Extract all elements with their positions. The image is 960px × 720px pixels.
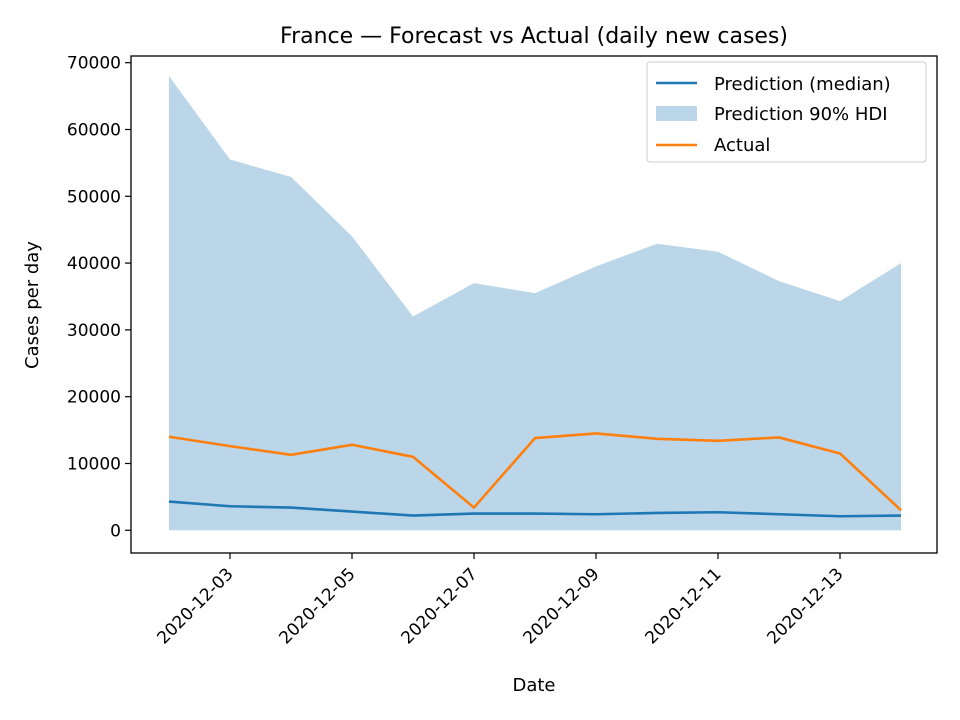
series-2 (168, 432, 902, 512)
legend-box (646, 61, 927, 163)
y-tick-label: 70000 (67, 54, 121, 74)
legend-label-actual: Actual (714, 135, 770, 156)
y-tick-label: 40000 (67, 254, 121, 274)
y-tick-label: 0 (110, 521, 121, 541)
legend-swatch-hdi (656, 106, 697, 121)
y-tick-label: 60000 (67, 120, 121, 140)
y-tick-label: 30000 (67, 321, 121, 341)
chart-title: France — Forecast vs Actual (daily new c… (280, 24, 788, 49)
y-axis-label: Cases per day (22, 241, 43, 369)
legend-label-hdi: Prediction 90% HDI (714, 104, 888, 125)
x-axis-label: Date (512, 675, 555, 696)
y-tick-label: 10000 (67, 454, 121, 474)
y-axis: 0 10000 20000 30000 40000 50000 60000 70000 (67, 54, 131, 541)
plot-frame (130, 55, 938, 554)
series-0 (168, 500, 902, 518)
legend: Prediction (median) Prediction 90% HDI A… (646, 61, 927, 163)
series-line-layer (168, 432, 902, 518)
y-tick-label: 20000 (67, 388, 121, 408)
y-tick-label: 50000 (67, 187, 121, 207)
hdi-band (169, 76, 901, 531)
hdi-band-layer (169, 76, 901, 531)
legend-label-median: Prediction (median) (714, 74, 891, 95)
